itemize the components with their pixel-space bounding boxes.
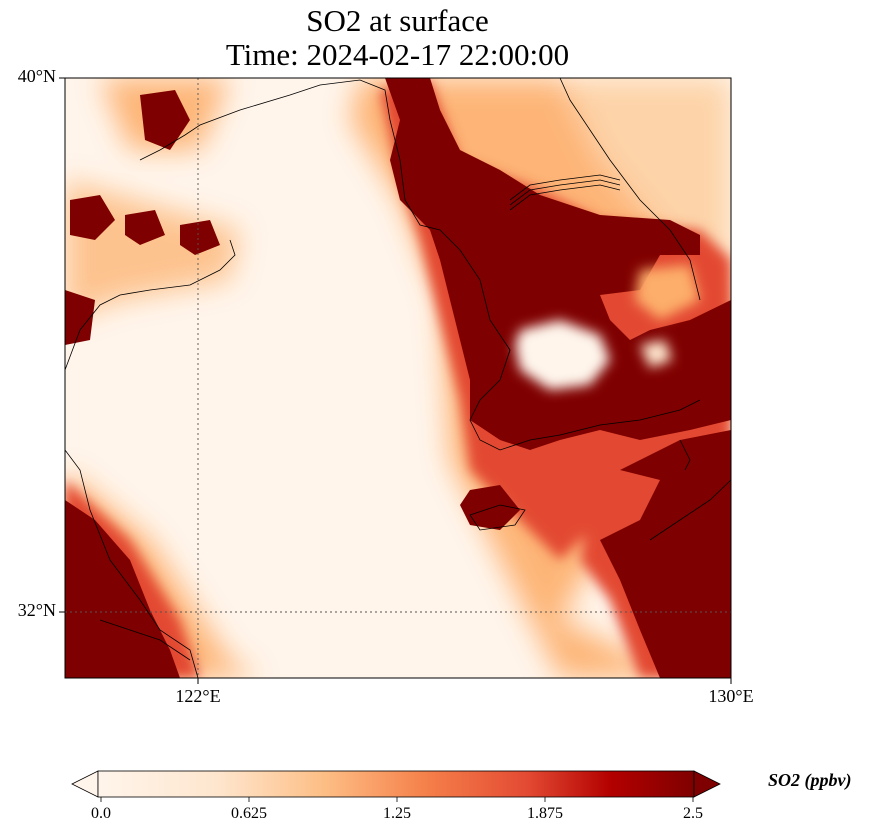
colorbar-tick-0: 0.0 [91, 805, 111, 822]
title-line-1: SO2 at surface [306, 3, 489, 38]
title-line-2: Time: 2024-02-17 22:00:00 [225, 37, 570, 72]
lat-tick-40n: 40°N [17, 66, 56, 86]
lon-tick-130e: 130°E [708, 686, 754, 706]
lat-tick-32n: 32°N [17, 600, 56, 620]
colorbar-gradient [97, 770, 695, 798]
so2-field [65, 78, 731, 678]
colorbar-tick-1: 0.625 [231, 805, 267, 822]
map-title: SO2 at surface Time: 2024-02-17 22:00:00 [0, 4, 795, 72]
colorbar-extend-min [71, 770, 99, 798]
map-frame [64, 77, 732, 679]
colorbar-tick-3: 1.875 [527, 805, 563, 822]
colorbar-tick-2: 1.25 [383, 805, 411, 822]
colorbar-tick-4: 2.5 [683, 805, 703, 822]
lon-tick-122e: 122°E [175, 686, 221, 706]
axis-ticks [59, 77, 732, 684]
map-gridlines [65, 78, 731, 678]
colorbar [71, 770, 721, 802]
colorbar-extend-max [693, 770, 721, 798]
colorbar-label: SO2 (ppbv) [768, 770, 852, 790]
